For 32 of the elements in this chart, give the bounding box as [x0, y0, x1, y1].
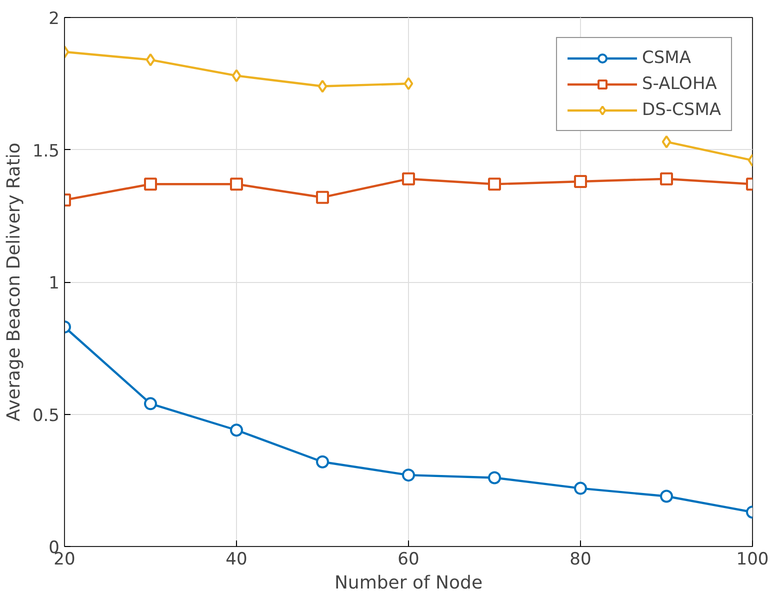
y-tick-label: 1.5	[32, 141, 60, 162]
x-tick-label: 80	[570, 550, 592, 570]
point	[232, 69, 242, 82]
point	[488, 178, 501, 191]
x-tick-label: 40	[226, 550, 248, 570]
y-tick-label: 1	[48, 274, 60, 294]
x-tick-label: 100	[736, 550, 769, 570]
point	[660, 490, 673, 503]
point	[488, 471, 501, 484]
point	[144, 397, 157, 410]
point	[574, 482, 587, 495]
point	[146, 53, 156, 66]
point	[144, 178, 157, 191]
point	[230, 178, 243, 191]
y-axis-title: Average Beacon Delivery Ratio	[3, 142, 24, 422]
y-tick-label: 2	[48, 9, 60, 29]
point	[402, 468, 415, 482]
point	[404, 77, 414, 90]
point	[402, 172, 415, 186]
point	[660, 172, 673, 186]
legend-label: CSMA	[642, 48, 691, 68]
point	[316, 190, 329, 204]
point	[574, 174, 587, 188]
legend-label: S-ALOHA	[642, 74, 717, 94]
point	[662, 135, 672, 148]
x-axis-title: Number of Node	[334, 572, 483, 594]
y-tick-label: 0.5	[32, 406, 60, 426]
point	[316, 455, 329, 468]
point	[230, 424, 243, 437]
point	[318, 80, 328, 93]
legend-label: DS-CSMA	[642, 100, 721, 120]
x-tick-label: 60	[398, 550, 420, 570]
